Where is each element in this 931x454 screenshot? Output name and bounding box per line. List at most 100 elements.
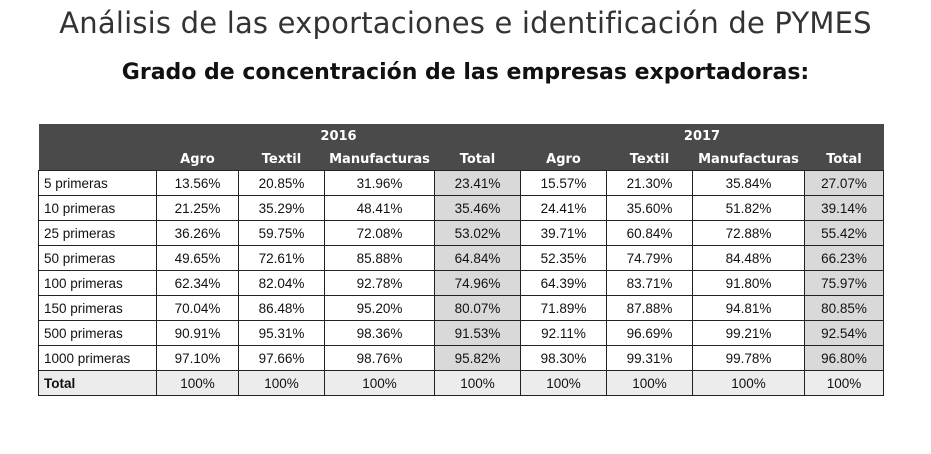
table-cell: 87.88% — [606, 295, 693, 321]
table-cell: 62.34% — [156, 270, 239, 296]
table-cell: 97.66% — [238, 345, 325, 371]
table-cell: 97.10% — [156, 345, 239, 371]
table-cell: 23.41% — [434, 170, 521, 196]
table-cell: 85.88% — [324, 245, 435, 271]
table-cell: 49.65% — [156, 245, 239, 271]
table-cell: 72.88% — [692, 220, 805, 246]
year-2016-header: 2016 — [156, 124, 521, 148]
row-label: Total — [38, 370, 157, 396]
table-cell: 98.36% — [324, 320, 435, 346]
table-cell: 100% — [156, 370, 239, 396]
table-cell: 13.56% — [156, 170, 239, 196]
table-cell: 48.41% — [324, 195, 435, 221]
table-cell: 27.07% — [804, 170, 884, 196]
row-label-header — [38, 148, 157, 171]
table-row: 5 primeras 13.56% 20.85% 31.96% 23.41% 15.57%… — [38, 170, 884, 196]
table-cell: 20.85% — [238, 170, 325, 196]
table-cell: 94.81% — [692, 295, 805, 321]
column-header-row: Agro Textil Manufacturas Total Agro Text… — [38, 148, 884, 171]
table-cell: 95.82% — [434, 345, 521, 371]
table-cell: 39.71% — [520, 220, 607, 246]
table-cell: 75.97% — [804, 270, 884, 296]
row-label: 10 primeras — [38, 195, 157, 221]
table-cell: 64.39% — [520, 270, 607, 296]
table-cell: 100% — [804, 370, 884, 396]
table-cell: 60.84% — [606, 220, 693, 246]
table-cell: 35.60% — [606, 195, 693, 221]
table-cell: 70.04% — [156, 295, 239, 321]
table-cell: 36.26% — [156, 220, 239, 246]
table-cell: 100% — [238, 370, 325, 396]
col-header: Total — [804, 148, 884, 171]
table-row: 150 primeras 70.04% 86.48% 95.20% 80.07% 71.8… — [38, 295, 884, 321]
col-header: Manufacturas — [692, 148, 805, 171]
table-cell: 91.53% — [434, 320, 521, 346]
table-cell: 39.14% — [804, 195, 884, 221]
col-header: Textil — [238, 148, 325, 171]
table-cell: 21.30% — [606, 170, 693, 196]
row-label: 50 primeras — [38, 245, 157, 271]
row-label: 150 primeras — [38, 295, 157, 321]
table-cell: 24.41% — [520, 195, 607, 221]
table-cell: 72.61% — [238, 245, 325, 271]
table-cell: 92.11% — [520, 320, 607, 346]
table-cell: 96.69% — [606, 320, 693, 346]
table-row: 25 primeras 36.26% 59.75% 72.08% 53.02% 39.71… — [38, 220, 884, 246]
table-row: 1000 primeras 97.10% 97.66% 98.76% 95.82% 98.… — [38, 345, 884, 371]
table-cell: 64.84% — [434, 245, 521, 271]
table-cell: 74.96% — [434, 270, 521, 296]
table-cell: 55.42% — [804, 220, 884, 246]
table-row: 100 primeras 62.34% 82.04% 92.78% 74.96% 64.3… — [38, 270, 884, 296]
table-cell: 92.78% — [324, 270, 435, 296]
table-cell: 80.07% — [434, 295, 521, 321]
table-cell: 59.75% — [238, 220, 325, 246]
table-cell: 74.79% — [606, 245, 693, 271]
table-row: 50 primeras 49.65% 72.61% 85.88% 64.84% 52.35… — [38, 245, 884, 271]
table-cell: 52.35% — [520, 245, 607, 271]
table-cell: 82.04% — [238, 270, 325, 296]
table-cell: 35.84% — [692, 170, 805, 196]
page-title: Análisis de las exportaciones e identifi… — [59, 6, 872, 40]
table-cell: 90.91% — [156, 320, 239, 346]
table-cell: 80.85% — [804, 295, 884, 321]
table-cell: 21.25% — [156, 195, 239, 221]
table-cell: 86.48% — [238, 295, 325, 321]
corner-cell — [38, 124, 157, 148]
row-label: 5 primeras — [38, 170, 157, 196]
year-header-row: 2016 2017 — [38, 124, 884, 148]
table-cell: 53.02% — [434, 220, 521, 246]
table-cell: 83.71% — [606, 270, 693, 296]
table-cell: 99.78% — [692, 345, 805, 371]
table-cell: 91.80% — [692, 270, 805, 296]
table-row: 10 primeras 21.25% 35.29% 48.41% 35.46% 24.41… — [38, 195, 884, 221]
table-cell: 99.31% — [606, 345, 693, 371]
table-cell: 35.46% — [434, 195, 521, 221]
row-label: 1000 primeras — [38, 345, 157, 371]
row-label: 25 primeras — [38, 220, 157, 246]
table-cell: 95.31% — [238, 320, 325, 346]
table-cell: 15.57% — [520, 170, 607, 196]
col-header: Agro — [156, 148, 239, 171]
table-cell: 98.76% — [324, 345, 435, 371]
table-cell: 95.20% — [324, 295, 435, 321]
page-subtitle: Grado de concentración de las empresas e… — [121, 60, 810, 85]
col-header: Total — [434, 148, 521, 171]
concentration-table: 2016 2017 Agro Textil Manufacturas Total… — [38, 124, 884, 396]
col-header: Textil — [606, 148, 693, 171]
year-2017-header: 2017 — [520, 124, 884, 148]
table-cell: 100% — [606, 370, 693, 396]
table-cell: 71.89% — [520, 295, 607, 321]
table-cell: 51.82% — [692, 195, 805, 221]
table-row: 500 primeras 90.91% 95.31% 98.36% 91.53% 92.1… — [38, 320, 884, 346]
col-header: Agro — [520, 148, 607, 171]
table-cell: 100% — [692, 370, 805, 396]
table-cell: 96.80% — [804, 345, 884, 371]
table-cell: 66.23% — [804, 245, 884, 271]
col-header: Manufacturas — [324, 148, 435, 171]
row-label: 100 primeras — [38, 270, 157, 296]
table-cell: 100% — [324, 370, 435, 396]
table-cell: 99.21% — [692, 320, 805, 346]
table-cell: 98.30% — [520, 345, 607, 371]
table-cell: 72.08% — [324, 220, 435, 246]
row-label: 500 primeras — [38, 320, 157, 346]
